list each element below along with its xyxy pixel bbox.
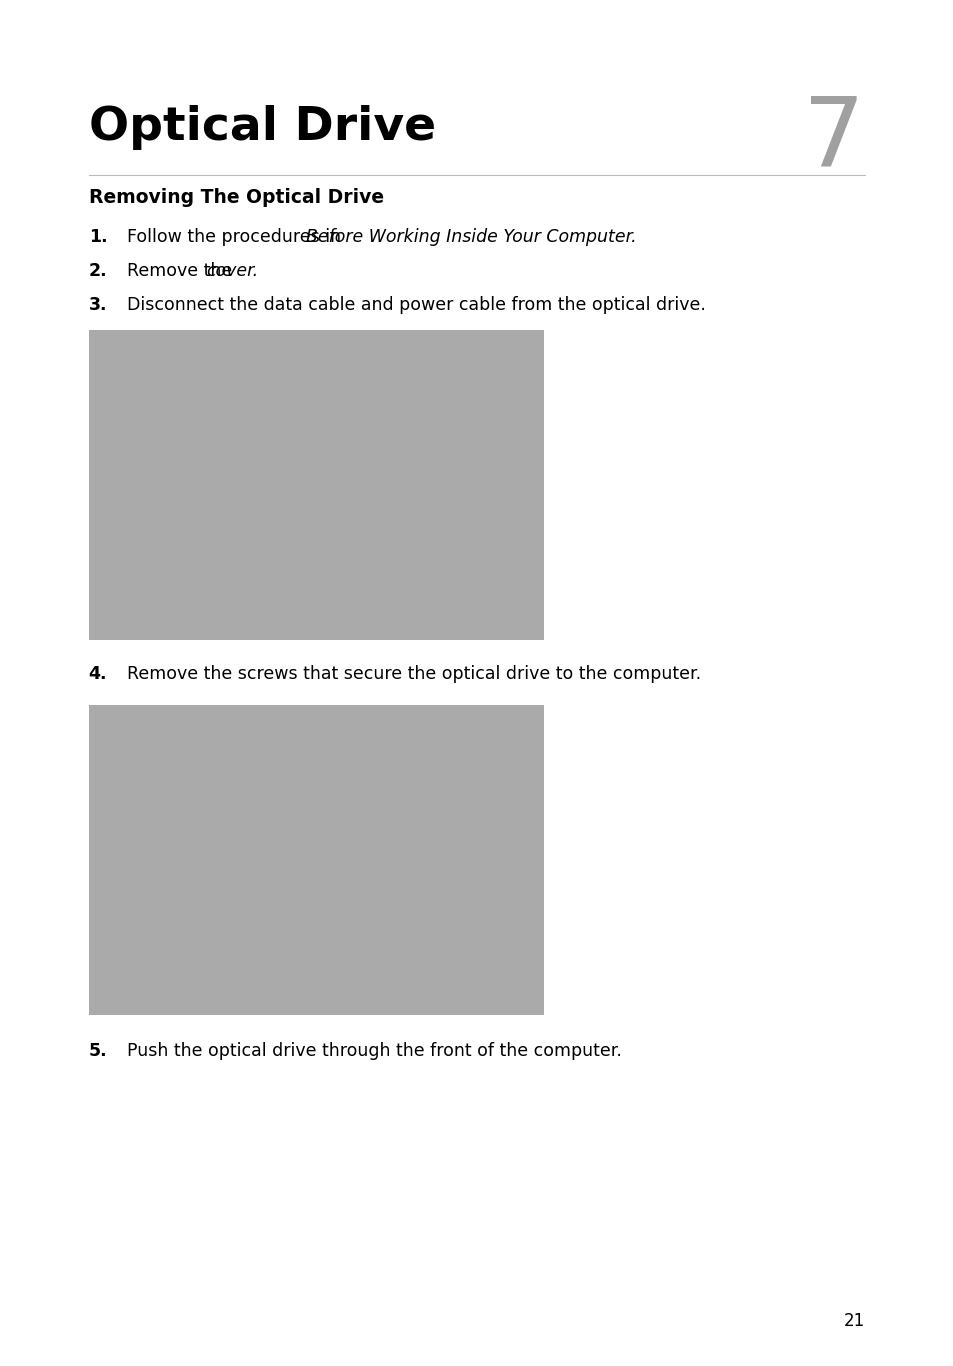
Text: 3.: 3. [89, 296, 107, 314]
Text: 21: 21 [843, 1311, 864, 1330]
Bar [89, 705, 543, 1015]
Text: Disconnect the data cable and power cable from the optical drive.: Disconnect the data cable and power cabl… [127, 296, 705, 314]
Text: 5.: 5. [89, 1042, 108, 1060]
Text: cover.: cover. [206, 262, 257, 280]
Text: 2.: 2. [89, 262, 108, 280]
Text: 1.: 1. [89, 228, 108, 246]
Text: 4.: 4. [89, 665, 107, 683]
Text: Removing The Optical Drive: Removing The Optical Drive [89, 189, 383, 208]
Text: Optical Drive: Optical Drive [89, 105, 436, 150]
Text: Push the optical drive through the front of the computer.: Push the optical drive through the front… [127, 1042, 621, 1060]
Text: Remove the screws that secure the optical drive to the computer.: Remove the screws that secure the optica… [127, 665, 700, 683]
Text: Before Working Inside Your Computer.: Before Working Inside Your Computer. [306, 228, 637, 246]
Text: Remove the: Remove the [127, 262, 237, 280]
Bar [89, 331, 543, 641]
Text: 7: 7 [802, 92, 864, 184]
Text: Follow the procedures in: Follow the procedures in [127, 228, 346, 246]
